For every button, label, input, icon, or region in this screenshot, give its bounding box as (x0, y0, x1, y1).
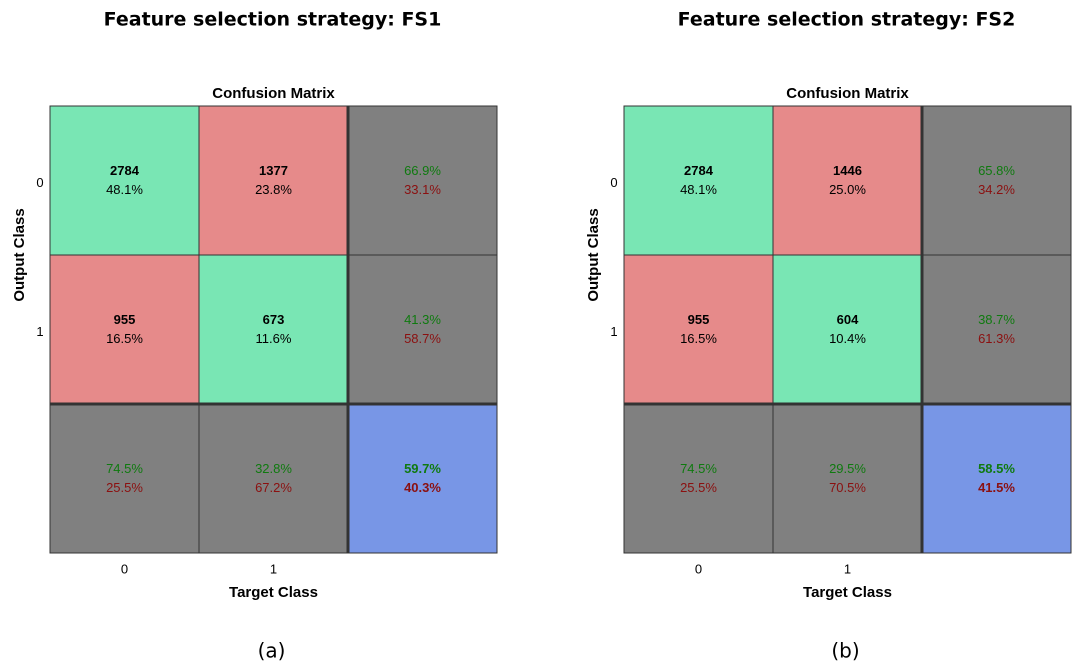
cell-text: 41.5% (978, 480, 1015, 495)
cell-text: 38.7% (978, 312, 1015, 327)
matrix-cell (623, 403, 774, 554)
matrix-title: Confusion Matrix (786, 85, 909, 102)
matrix-cell (198, 403, 349, 554)
cell-text: 74.5% (680, 461, 717, 476)
caption: (b) (831, 639, 859, 663)
matrix-cell (921, 403, 1072, 554)
cell-text: 59.7% (404, 461, 441, 476)
cell-text: 58.7% (404, 331, 441, 346)
cell-text: 10.4% (829, 331, 866, 346)
cell-text: 41.3% (404, 312, 441, 327)
cell-text: 32.8% (255, 461, 292, 476)
panel-heading: Feature selection strategy: FS1 (104, 9, 442, 31)
matrix-cell (921, 254, 1072, 405)
cell-text: 604 (837, 312, 859, 327)
cell-text: 955 (688, 312, 710, 327)
panel-heading: Feature selection strategy: FS2 (678, 9, 1016, 31)
cell-text: 48.1% (106, 182, 143, 197)
panel: Feature selection strategy: FS1 Confusion… (11, 9, 498, 663)
cell-text: 955 (114, 312, 136, 327)
x-axis-label: Target Class (803, 584, 892, 601)
cell-text: 673 (263, 312, 285, 327)
x-axis-label: Target Class (229, 584, 318, 601)
cell-text: 25.0% (829, 182, 866, 197)
caption: (a) (258, 639, 286, 663)
row-label: 0 (36, 175, 43, 190)
matrix-title: Confusion Matrix (212, 85, 335, 102)
cell-text: 2784 (684, 163, 714, 178)
y-axis-label: Output Class (11, 208, 28, 301)
cell-text: 58.5% (978, 461, 1015, 476)
cell-text: 67.2% (255, 480, 292, 495)
matrix-cell (198, 254, 349, 405)
cell-text: 16.5% (680, 331, 717, 346)
col-label: 0 (121, 561, 128, 576)
cell-text: 48.1% (680, 182, 717, 197)
y-axis-label: Output Class (585, 208, 602, 301)
matrix-cell (772, 403, 923, 554)
matrix-cell (921, 105, 1072, 256)
row-label: 0 (610, 175, 617, 190)
cell-text: 70.5% (829, 480, 866, 495)
cell-text: 25.5% (106, 480, 143, 495)
cell-text: 74.5% (106, 461, 143, 476)
matrix-cell (772, 105, 923, 256)
matrix-cell (347, 254, 498, 405)
cell-text: 23.8% (255, 182, 292, 197)
matrix-cell (49, 105, 200, 256)
cell-text: 1377 (259, 163, 288, 178)
cell-text: 34.2% (978, 182, 1015, 197)
matrix-cell (623, 254, 774, 405)
cell-text: 16.5% (106, 331, 143, 346)
matrix-cell (49, 403, 200, 554)
col-label: 1 (844, 561, 851, 576)
matrix-cell (198, 105, 349, 256)
cell-text: 65.8% (978, 163, 1015, 178)
col-label: 0 (695, 561, 702, 576)
cell-text: 33.1% (404, 182, 441, 197)
matrix-cell (49, 254, 200, 405)
row-label: 1 (610, 324, 617, 339)
cell-text: 29.5% (829, 461, 866, 476)
matrix-cell (347, 105, 498, 256)
matrix-cell (772, 254, 923, 405)
row-label: 1 (36, 324, 43, 339)
cell-text: 40.3% (404, 480, 441, 495)
cell-text: 1446 (833, 163, 862, 178)
cell-text: 66.9% (404, 163, 441, 178)
matrix-cell (347, 403, 498, 554)
panel: Feature selection strategy: FS2 Confusion… (585, 9, 1072, 663)
col-label: 1 (270, 561, 277, 576)
cell-text: 2784 (110, 163, 140, 178)
cell-text: 25.5% (680, 480, 717, 495)
matrix-cell (623, 105, 774, 256)
cell-text: 61.3% (978, 331, 1015, 346)
cell-text: 11.6% (256, 331, 292, 346)
